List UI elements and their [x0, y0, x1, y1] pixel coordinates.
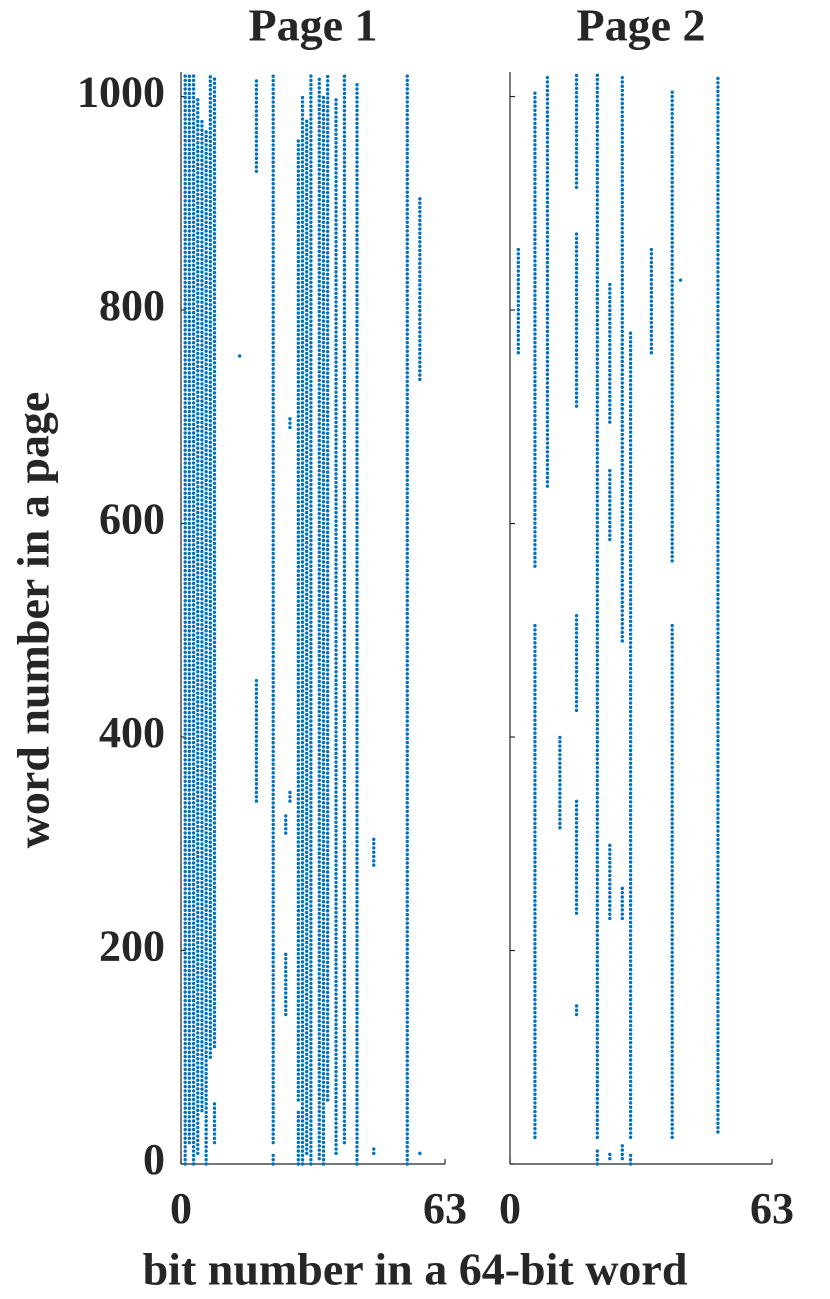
x-tick-label: 0: [170, 1184, 192, 1233]
y-tick-label: 200: [99, 922, 165, 971]
y-tick-label: 800: [99, 281, 165, 330]
y-tick-label: 1000: [77, 68, 165, 117]
panel-title: Page 2: [576, 0, 705, 51]
x-tick-label: 63: [423, 1184, 467, 1233]
y-tick-label: 0: [143, 1135, 165, 1184]
y-axis-label: word number in a page: [8, 392, 59, 849]
x-tick-label: 0: [499, 1184, 521, 1233]
y-tick-label: 600: [99, 495, 165, 544]
y-tick-label: 400: [99, 708, 165, 757]
x-axis-label: bit number in a 64-bit word: [143, 1244, 688, 1295]
x-tick-label: 63: [750, 1184, 794, 1233]
panel-title: Page 1: [248, 0, 377, 51]
